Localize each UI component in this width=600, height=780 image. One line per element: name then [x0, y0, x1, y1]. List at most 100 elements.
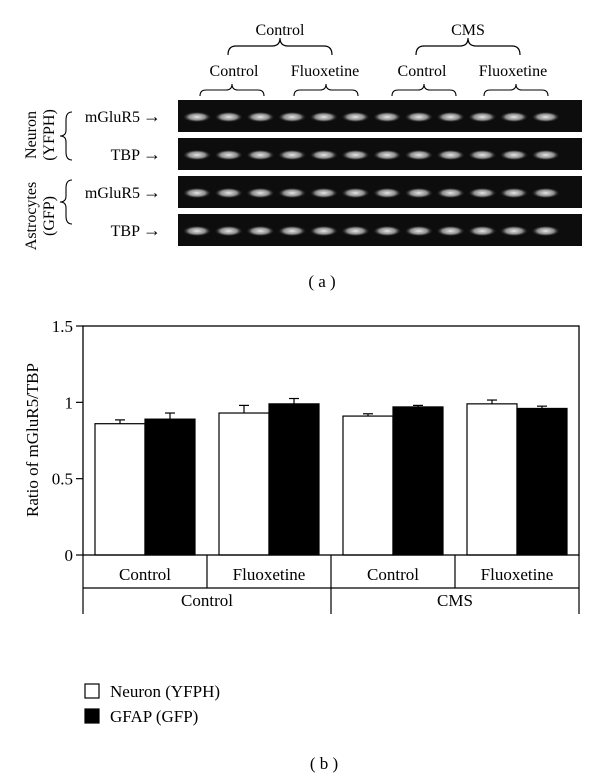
legend: Neuron (YFPH) GFAP (GFP) — [84, 682, 220, 726]
gel-band — [531, 225, 560, 237]
gel-band — [436, 149, 465, 161]
gel-band — [309, 111, 338, 123]
bar — [144, 418, 196, 556]
gel-band — [404, 225, 433, 237]
panel-label-b: ( b ) — [310, 754, 338, 773]
gel-band — [404, 149, 433, 161]
gel-band — [309, 225, 338, 237]
legend-label: GFAP (GFP) — [110, 707, 198, 726]
gel-band — [404, 111, 433, 123]
gel-band — [214, 149, 243, 161]
y-axis: 0 0.5 1 1.5 — [52, 317, 83, 565]
gel-row-label: TBP — [111, 223, 140, 240]
gel-band — [468, 111, 497, 123]
gel-band — [500, 149, 528, 161]
gel-band — [531, 187, 560, 199]
gel-subgroup-label: Control — [210, 63, 259, 80]
gel-band — [278, 111, 307, 123]
gel-band — [309, 149, 338, 161]
bar — [392, 406, 444, 556]
gel-row-label: TBP — [111, 147, 140, 164]
gel-rows: mGluR5 →TBP →mGluR5 →TBP → — [85, 100, 582, 246]
legend-swatch — [84, 683, 100, 699]
side-brace — [59, 179, 73, 225]
legend-label: Neuron (YFPH) — [110, 682, 220, 701]
cell-type-label-astrocytes: Astrocytes — [23, 182, 40, 250]
gel-band — [500, 187, 528, 199]
bar — [466, 403, 518, 556]
cell-type-label-astrocytes-sub: (GFP) — [41, 196, 58, 236]
gel-row-label: mGluR5 — [85, 185, 140, 202]
subgroup-brace — [483, 83, 549, 97]
gel-band — [500, 111, 528, 123]
gel-band — [341, 187, 370, 199]
gel-band — [214, 111, 243, 123]
gel-band — [278, 225, 307, 237]
y-tick-label: 1 — [65, 393, 74, 412]
gel-band — [246, 149, 275, 161]
x-tick-label: Control — [367, 565, 419, 584]
bars — [94, 397, 568, 556]
gel-band — [373, 187, 402, 199]
x-tick-label: Fluoxetine — [233, 565, 306, 584]
gel-band — [500, 225, 528, 237]
gel-band — [468, 225, 497, 237]
gel-band — [373, 225, 402, 237]
bar — [268, 403, 320, 556]
gel-band — [531, 149, 560, 161]
gel-subgroup-label: Fluoxetine — [291, 63, 359, 80]
gel-band — [468, 187, 497, 199]
x-axis: Control Fluoxetine Control FluoxetineContro… — [82, 555, 580, 614]
x-group-label: CMS — [437, 591, 473, 610]
group-brace-cms — [415, 37, 521, 56]
panel-label-a: ( a ) — [308, 272, 335, 291]
gel-band — [183, 225, 211, 237]
gel-band — [468, 149, 497, 161]
gel-band — [341, 111, 370, 123]
bar — [218, 412, 270, 556]
gel-band — [436, 225, 465, 237]
subgroup-brace — [391, 83, 457, 97]
gel-band — [183, 149, 211, 161]
bar — [94, 423, 146, 556]
gel-band — [373, 149, 402, 161]
y-tick-label: 0 — [65, 546, 74, 565]
gel-band — [214, 187, 243, 199]
y-axis-label: Ratio of mGluR5/TBP — [23, 363, 42, 517]
gel-band — [278, 187, 307, 199]
gel-band — [373, 111, 402, 123]
gel-band — [309, 187, 338, 199]
gel-subgroup-label: Control — [398, 63, 447, 80]
x-tick-label: Control — [119, 565, 171, 584]
gel-band — [531, 111, 560, 123]
subgroup-brace — [293, 83, 359, 97]
gel-band — [341, 225, 370, 237]
gel-band — [183, 111, 211, 123]
x-group-label: Control — [181, 591, 233, 610]
gel-panel: Control CMS Control Fluoxetine Control F… — [23, 22, 582, 291]
bar — [342, 415, 394, 556]
cell-type-label-neuron-sub: (YFPH) — [41, 109, 58, 161]
gel-group-label-control: Control — [256, 22, 305, 39]
side-brace — [59, 111, 73, 161]
gel-band — [246, 111, 275, 123]
gel-band — [404, 187, 433, 199]
gel-band — [183, 187, 211, 199]
gel-band — [246, 225, 275, 237]
gel-row-label: mGluR5 — [85, 109, 140, 126]
gel-group-label-cms: CMS — [451, 22, 485, 39]
bar — [516, 407, 568, 556]
x-tick-label: Fluoxetine — [481, 565, 554, 584]
bar-chart: 00.511.5 Control Fluoxetine Control Fluoxet… — [23, 317, 580, 773]
gel-row-arrow: → — [143, 220, 161, 240]
gel-row-arrow: → — [143, 106, 161, 126]
gel-band — [436, 111, 465, 123]
gel-band — [246, 187, 275, 199]
y-tick-label: 1.5 — [52, 317, 73, 336]
gel-band — [341, 149, 370, 161]
gel-row-arrow: → — [143, 144, 161, 164]
gel-band — [278, 149, 307, 161]
gel-band — [214, 225, 243, 237]
gel-subgroup-label: Fluoxetine — [479, 63, 547, 80]
